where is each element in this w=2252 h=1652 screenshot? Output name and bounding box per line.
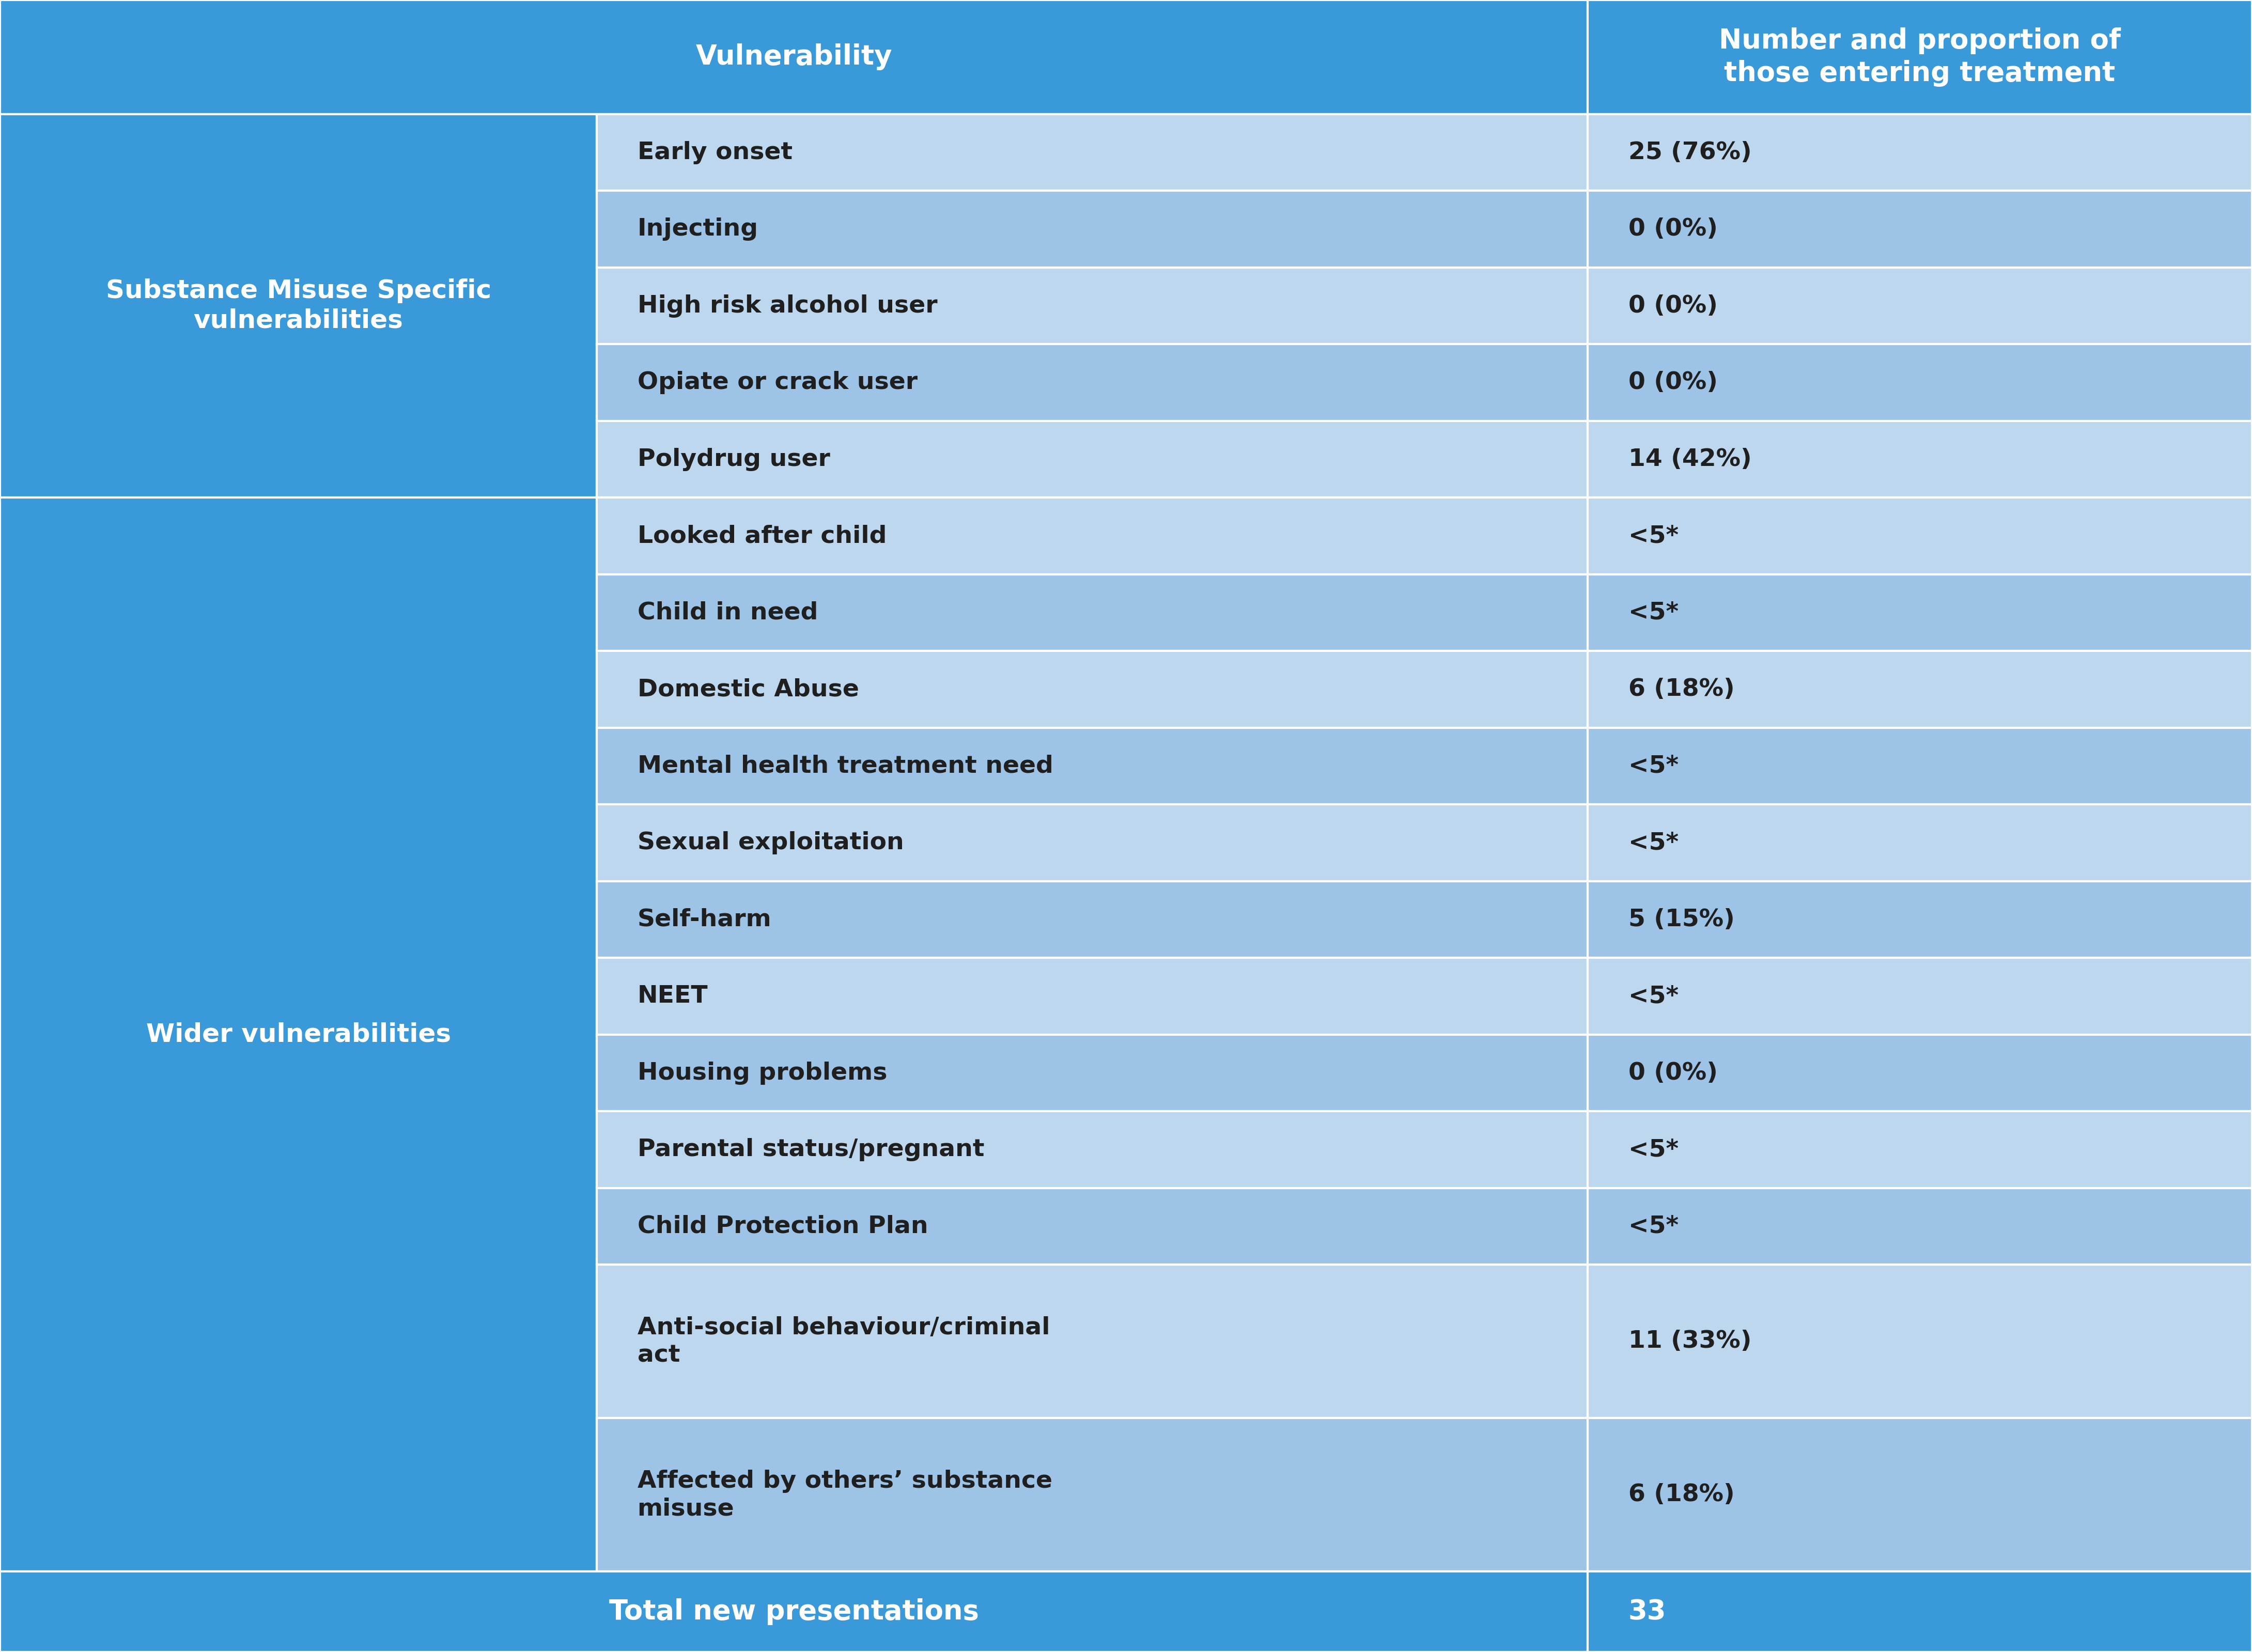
Text: Affected by others’ substance
misuse: Affected by others’ substance misuse (637, 1469, 1052, 1520)
Bar (597, 268, 1588, 344)
Text: Child in need: Child in need (637, 601, 817, 624)
Bar (1588, 1417, 2252, 1571)
Bar (597, 1112, 1588, 1188)
Bar (1588, 1112, 2252, 1188)
Bar (597, 881, 1588, 958)
Text: Mental health treatment need: Mental health treatment need (637, 755, 1054, 778)
Bar (1588, 344, 2252, 421)
Text: <5*: <5* (1628, 601, 1678, 624)
Text: 11 (33%): 11 (33%) (1628, 1330, 1752, 1353)
Text: 0 (0%): 0 (0%) (1628, 1061, 1718, 1085)
Bar (597, 1417, 1588, 1571)
Text: Self-harm: Self-harm (637, 909, 772, 932)
Text: <5*: <5* (1628, 1138, 1678, 1161)
Text: Opiate or crack user: Opiate or crack user (637, 372, 917, 395)
Bar (597, 1034, 1588, 1112)
Text: NEET: NEET (637, 985, 707, 1008)
Text: <5*: <5* (1628, 1214, 1678, 1237)
Text: Housing problems: Housing problems (637, 1061, 887, 1085)
Bar (0, 1571, 1588, 1652)
Bar (1588, 0, 2252, 114)
Text: Parental status/pregnant: Parental status/pregnant (637, 1138, 984, 1161)
Bar (597, 344, 1588, 421)
Text: Total new presentations: Total new presentations (608, 1599, 980, 1626)
Bar (1588, 190, 2252, 268)
Text: Early onset: Early onset (637, 140, 793, 164)
Text: 0 (0%): 0 (0%) (1628, 294, 1718, 317)
Text: Sexual exploitation: Sexual exploitation (637, 831, 903, 854)
Bar (1588, 651, 2252, 729)
Bar (1588, 805, 2252, 881)
Text: <5*: <5* (1628, 985, 1678, 1008)
Bar (0, 0, 1588, 114)
Bar (597, 421, 1588, 497)
Bar (597, 1188, 1588, 1265)
Bar (0, 114, 597, 497)
Bar (597, 651, 1588, 729)
Text: 6 (18%): 6 (18%) (1628, 1483, 1734, 1507)
Text: 25 (76%): 25 (76%) (1628, 140, 1752, 164)
Text: 0 (0%): 0 (0%) (1628, 218, 1718, 241)
Bar (597, 958, 1588, 1034)
Bar (597, 575, 1588, 651)
Text: Anti-social behaviour/criminal
act: Anti-social behaviour/criminal act (637, 1317, 1049, 1366)
Text: Child Protection Plan: Child Protection Plan (637, 1214, 928, 1237)
Text: 14 (42%): 14 (42%) (1628, 448, 1752, 471)
Bar (597, 114, 1588, 190)
Bar (1588, 421, 2252, 497)
Bar (1588, 1265, 2252, 1417)
Bar (597, 497, 1588, 575)
Text: 6 (18%): 6 (18%) (1628, 677, 1734, 700)
Text: Looked after child: Looked after child (637, 524, 887, 547)
Text: Injecting: Injecting (637, 218, 759, 241)
Bar (597, 805, 1588, 881)
Bar (597, 1265, 1588, 1417)
Bar (1588, 1034, 2252, 1112)
Bar (1588, 1571, 2252, 1652)
Bar (1588, 114, 2252, 190)
Text: Polydrug user: Polydrug user (637, 448, 831, 471)
Bar (1588, 497, 2252, 575)
Text: Domestic Abuse: Domestic Abuse (637, 677, 858, 700)
Text: Substance Misuse Specific
vulnerabilities: Substance Misuse Specific vulnerabilitie… (106, 279, 491, 334)
Text: <5*: <5* (1628, 831, 1678, 854)
Text: 33: 33 (1628, 1599, 1666, 1626)
Bar (1588, 268, 2252, 344)
Text: High risk alcohol user: High risk alcohol user (637, 294, 937, 317)
Bar (1588, 729, 2252, 805)
Bar (1588, 958, 2252, 1034)
Bar (1588, 881, 2252, 958)
Text: 5 (15%): 5 (15%) (1628, 909, 1734, 932)
Bar (0, 497, 597, 1571)
Text: <5*: <5* (1628, 755, 1678, 778)
Text: Number and proportion of
those entering treatment: Number and proportion of those entering … (1718, 28, 2121, 86)
Text: Wider vulnerabilities: Wider vulnerabilities (146, 1023, 450, 1047)
Bar (597, 190, 1588, 268)
Text: <5*: <5* (1628, 524, 1678, 547)
Text: Vulnerability: Vulnerability (696, 43, 892, 71)
Bar (597, 729, 1588, 805)
Bar (1588, 1188, 2252, 1265)
Text: 0 (0%): 0 (0%) (1628, 372, 1718, 395)
Bar (1588, 575, 2252, 651)
